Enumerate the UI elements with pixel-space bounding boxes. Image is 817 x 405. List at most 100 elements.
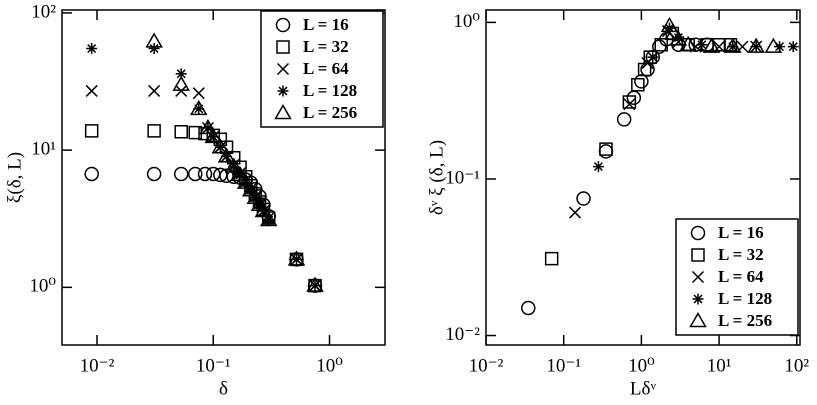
data-point (226, 150, 241, 165)
data-point (146, 166, 162, 182)
data-point (221, 150, 233, 162)
plot-frame (61, 9, 386, 346)
data-point (197, 166, 213, 182)
data-point (249, 192, 261, 204)
y-tick-label: 10⁰ (29, 276, 56, 297)
data-point (787, 41, 799, 53)
data-point (723, 37, 742, 53)
data-point (309, 280, 321, 292)
data-point (259, 210, 278, 227)
legend-text: L = 16 (303, 15, 349, 34)
data-point (188, 166, 203, 182)
data-point (702, 37, 721, 53)
data-point (263, 214, 275, 226)
data-point (193, 103, 205, 115)
legend-text: L = 128 (718, 289, 772, 308)
legend-marker (690, 225, 706, 241)
data-point (622, 95, 637, 109)
data-point (592, 161, 604, 173)
data-point (85, 84, 98, 97)
data-point (175, 68, 187, 80)
data-point (207, 131, 219, 143)
data-point (631, 77, 645, 92)
data-point (254, 199, 266, 211)
data-point (204, 127, 223, 144)
data-point (245, 184, 257, 196)
x-axis-label: δ (219, 378, 228, 399)
legend-marker (274, 104, 292, 120)
data-point (696, 39, 708, 51)
data-point (84, 166, 99, 182)
data-point (623, 98, 636, 111)
legend-text: L = 256 (303, 103, 357, 122)
data-point (199, 119, 217, 135)
data-point (224, 157, 243, 173)
data-point (640, 62, 655, 77)
x-tick-label: 10⁻² (80, 355, 115, 376)
data-point (774, 41, 786, 53)
y-tick-label: 10⁻¹ (445, 167, 480, 188)
data-point (727, 41, 739, 53)
data-point (626, 90, 642, 106)
y-axis-label: δᵛ ξ (δ, L) (426, 140, 447, 215)
data-point (569, 206, 582, 219)
legend-text: L = 64 (303, 59, 349, 78)
data-point (241, 181, 260, 197)
data-point (202, 122, 214, 134)
data-point (599, 142, 613, 156)
data-point (145, 32, 163, 48)
data-point (663, 22, 675, 34)
data-point (544, 251, 559, 266)
data-point (231, 165, 249, 182)
data-point (192, 87, 205, 100)
legend-marker (689, 312, 707, 328)
data-point (188, 125, 203, 140)
data-point (764, 37, 783, 53)
data-point (660, 16, 679, 33)
data-point (240, 177, 252, 189)
x-tick-label: 10⁰ (628, 355, 655, 376)
legend-marker (276, 40, 290, 54)
legend-text: L = 128 (303, 81, 357, 100)
x-tick-label: 10⁰ (316, 355, 343, 376)
x-tick-label: 10¹ (707, 355, 732, 376)
data-point (213, 132, 228, 147)
x-axis-label: Lδᵛ (630, 378, 657, 399)
data-point (634, 74, 649, 89)
data-point (228, 160, 240, 172)
legend-text: L = 32 (718, 245, 764, 264)
legend-marker (276, 62, 290, 76)
legend-text: L = 256 (718, 311, 772, 330)
y-tick-label: 10¹ (31, 138, 56, 159)
data-point (84, 124, 99, 138)
legend-marker (275, 17, 291, 33)
legend-marker (691, 248, 705, 262)
y-axis-label: ξ(δ, L) (4, 152, 25, 203)
data-point (148, 43, 160, 55)
data-point (254, 202, 273, 218)
data-point (214, 141, 226, 153)
y-tick-label: 10⁰ (453, 11, 480, 32)
x-tick-label: 10² (784, 355, 809, 376)
data-point (217, 147, 236, 163)
legend-marker (277, 85, 289, 97)
data-point (189, 99, 208, 116)
data-point (669, 30, 688, 46)
data-point (234, 169, 246, 181)
data-point (750, 41, 762, 53)
x-tick-label: 10⁻² (469, 355, 504, 376)
data-point (654, 37, 668, 52)
legend-text: L = 16 (718, 223, 764, 242)
y-tick-label: 10⁻² (445, 324, 480, 345)
data-point (521, 300, 536, 316)
x-tick-label: 10⁻¹ (546, 355, 581, 376)
data-point (287, 250, 306, 266)
data-point (576, 191, 591, 206)
data-point (647, 51, 659, 63)
data-point (598, 144, 614, 159)
data-point (147, 124, 161, 138)
data-point (747, 37, 765, 53)
data-point (219, 168, 234, 184)
